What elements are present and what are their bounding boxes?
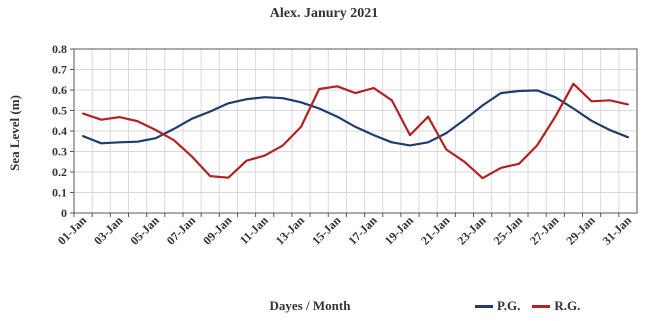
x-tick-label: 15-Jan <box>309 213 344 248</box>
x-tick-label: 11-Jan <box>237 213 271 247</box>
x-tick-label: 31-Jan <box>600 213 635 248</box>
x-tick-label: 23-Jan <box>454 213 489 248</box>
y-tick-label: 0.1 <box>52 186 67 200</box>
series-line-rg <box>81 82 630 180</box>
x-tick-label: 13-Jan <box>273 213 308 248</box>
y-tick-label: 0.8 <box>52 42 67 56</box>
x-tick-label: 03-Jan <box>91 213 126 248</box>
x-tick-label: 21-Jan <box>418 213 453 248</box>
y-tick-label: 0.3 <box>52 145 67 159</box>
y-tick-label: 0.7 <box>52 63 67 77</box>
y-tick-label: 0.6 <box>52 83 67 97</box>
x-tick-label: 01-Jan <box>55 213 90 248</box>
chart-title: Alex. Janury 2021 <box>269 6 379 21</box>
x-axis-label: Dayes / Month <box>269 298 351 313</box>
plot-area-border <box>73 48 638 214</box>
y-tick-label: 0.5 <box>52 104 67 118</box>
y-tick-label: 0.2 <box>52 165 67 179</box>
y-tick-label: 0 <box>61 206 67 220</box>
legend-swatch-rg <box>532 304 551 308</box>
x-tick-label: 29-Jan <box>563 213 598 248</box>
legend: P.G. R.G. <box>475 296 592 316</box>
x-tick-label: 05-Jan <box>127 213 162 248</box>
legend-label-rg: R.G. <box>554 298 581 313</box>
x-tick-label: 19-Jan <box>382 213 417 248</box>
x-tick-label: 25-Jan <box>491 213 526 248</box>
y-tick-label: 0.4 <box>52 124 67 138</box>
x-tick-label: 17-Jan <box>345 213 380 248</box>
x-tick-label: 09-Jan <box>200 213 235 248</box>
x-tick-label: 27-Jan <box>527 213 562 248</box>
legend-item-pg: P.G. <box>475 298 520 314</box>
legend-swatch-pg <box>475 304 493 308</box>
legend-label-pg: P.G. <box>497 298 521 313</box>
x-tick-label: 07-Jan <box>164 213 199 248</box>
series-line-pg <box>81 89 630 147</box>
legend-item-rg: R.G. <box>532 298 580 314</box>
